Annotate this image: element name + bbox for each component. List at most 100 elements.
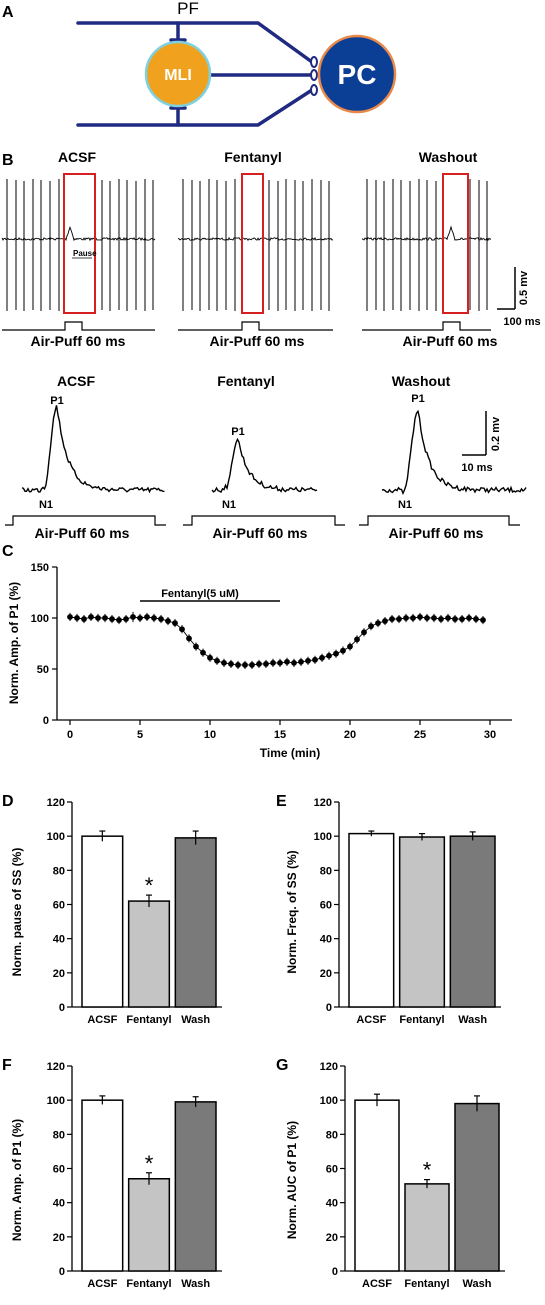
- field-potential-traces: [21, 405, 527, 496]
- c-xtick-label-5: 25: [414, 729, 426, 741]
- pc-label: PC: [338, 59, 377, 90]
- bar-chart-d: 0 20 40 60 80 100 120 ACSF Fentanyl * Wash: [47, 797, 222, 1026]
- c-point-35: [312, 656, 318, 663]
- c-point-27: [256, 661, 262, 667]
- chart-d-xlabel-2: Wash: [181, 1014, 210, 1026]
- c-point-22: [221, 659, 227, 666]
- c-point-20: [207, 654, 213, 661]
- c-point-34: [305, 657, 311, 664]
- c-point-30: [277, 659, 283, 666]
- chart-g-ytick-label-4: 80: [326, 1129, 338, 1141]
- stimulus2-acsf: [5, 515, 166, 526]
- parallel-fiber-top: [76, 21, 314, 64]
- c-point-58: [473, 616, 479, 622]
- c-point-12: [151, 615, 157, 621]
- mli-cell: [144, 40, 212, 108]
- chart-d-ylabel: Norm. pause of SS (%): [10, 848, 24, 977]
- chart-d-bar-0: [81, 835, 124, 1008]
- c-point-6: [109, 616, 115, 622]
- chart-f-xlabel-2: Wash: [181, 1278, 210, 1290]
- n1-label-fentanyl: N1: [222, 499, 236, 511]
- chart-e-xlabel-1: Fentanyl: [399, 1014, 444, 1026]
- c-point-9: [130, 614, 136, 620]
- circuit-schematic: [76, 21, 314, 127]
- c-point-42: [361, 629, 367, 636]
- c-point-24: [235, 662, 241, 668]
- chart-d-ytick-label-2: 40: [53, 934, 65, 946]
- chart-g-xlabel-2: Wash: [463, 1278, 492, 1290]
- chart-d-ytick-label-3: 60: [53, 900, 65, 912]
- chart-e-ytick-label-4: 80: [320, 865, 332, 877]
- chart-g-ytick-label-1: 20: [326, 1232, 338, 1244]
- c-point-0: [67, 614, 73, 620]
- time-course-chart: 0 50 100 150 0 5 10 15 20 25 30: [31, 562, 512, 741]
- scale2-label-mv: 0.2 mv: [490, 416, 502, 451]
- p1-label-acsf: P1: [50, 395, 63, 407]
- pause-window-1: [241, 173, 264, 314]
- c-point-3: [88, 614, 94, 620]
- chart-g-xlabel-0: ACSF: [362, 1278, 392, 1290]
- chart-f-bar-2: [174, 1101, 217, 1272]
- c-point-50: [417, 614, 423, 620]
- c-point-43: [368, 623, 374, 630]
- stimulus-traces-row2: [5, 515, 520, 526]
- panel-label-c: C: [2, 543, 14, 560]
- chart-g-ylabel: Norm. AUC of P1 (%): [285, 1121, 299, 1239]
- panel-label-f: F: [2, 1057, 12, 1074]
- c-point-40: [347, 643, 353, 650]
- chart-f-bar-0: [81, 1099, 124, 1272]
- c-point-49: [410, 615, 416, 621]
- chart-g-ytick-label-5: 100: [320, 1095, 338, 1107]
- chart-e-ytick-label-3: 60: [320, 900, 332, 912]
- c-xtick-label-0: 0: [67, 729, 73, 741]
- c-point-7: [116, 617, 122, 623]
- chart-e-bar-2: [449, 835, 496, 1008]
- avg-title-washout: Washout: [392, 373, 451, 389]
- c-point-31: [284, 658, 290, 665]
- chart-e-ytick-label-1: 20: [320, 968, 332, 980]
- chart-f-ylabel: Norm. Amp. of P1 (%): [10, 1119, 24, 1241]
- spike-traces: [1, 173, 492, 314]
- trace-title-washout: Washout: [419, 149, 478, 165]
- stimulus-trace-fentanyl: [178, 321, 333, 331]
- c-point-15: [172, 620, 178, 626]
- n1-label-acsf: N1: [39, 499, 53, 511]
- synapse-bouton-1: [310, 56, 318, 68]
- chart-g-bar-2: [454, 1102, 500, 1272]
- chart-f-xlabel-0: ACSF: [87, 1278, 117, 1290]
- c-point-41: [354, 636, 360, 643]
- pause-label: Pause: [73, 249, 97, 258]
- chart-g-sig-1: *: [423, 1158, 432, 1183]
- chart-f-ytick-label-1: 20: [53, 1232, 65, 1244]
- chart-c-ylabel: Norm. Amp. of P1 (%): [7, 582, 21, 704]
- chart-e-xlabel-0: ACSF: [356, 1014, 386, 1026]
- chart-e-xlabel-2: Wash: [458, 1014, 487, 1026]
- avg-title-fentanyl: Fentanyl: [217, 373, 275, 389]
- c-point-57: [466, 615, 472, 621]
- stimulus-traces-row1: [2, 321, 491, 331]
- c-point-52: [431, 615, 437, 621]
- chart-g-ytick-label-6: 120: [320, 1061, 338, 1073]
- bar-chart-g: 0 20 40 60 80 100 120 ACSF Fentanyl * Wash: [320, 1061, 505, 1290]
- c-point-44: [375, 620, 381, 626]
- chart-d-xlabel-0: ACSF: [87, 1014, 117, 1026]
- panel-label-d: D: [2, 793, 14, 810]
- chart-g-bar-1: [404, 1183, 450, 1272]
- c-point-14: [165, 618, 171, 624]
- p1-label-fentanyl: P1: [231, 426, 244, 438]
- c-series-line: [69, 616, 484, 666]
- chart-f-xlabel-1: Fentanyl: [126, 1278, 171, 1290]
- stimulus2-washout: [359, 515, 520, 526]
- c-point-10: [137, 615, 143, 621]
- c-ytick-label-2: 100: [31, 613, 49, 625]
- field-trace-1: [211, 437, 318, 493]
- trace-title-fentanyl: Fentanyl: [224, 149, 282, 165]
- c-point-4: [95, 615, 101, 621]
- chart-d-bar-1: [127, 900, 171, 1008]
- chart-e-ylabel: Norm. Freq. of SS (%): [285, 850, 299, 973]
- field-trace-2: [381, 409, 527, 496]
- pf-label: PF: [177, 0, 199, 18]
- c-point-25: [242, 662, 248, 668]
- c-point-46: [389, 616, 395, 622]
- c-point-53: [438, 616, 444, 622]
